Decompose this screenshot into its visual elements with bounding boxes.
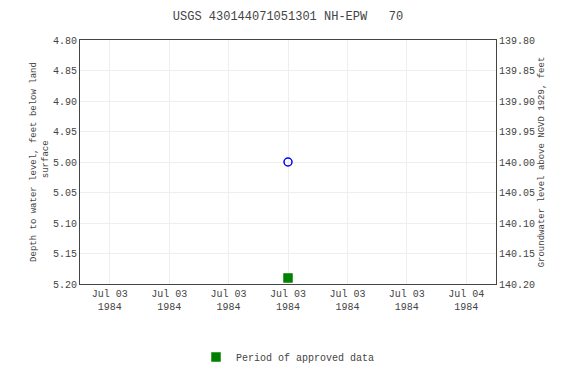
svg-text:140.15: 140.15 [499, 249, 535, 260]
svg-text:Jul 031984: Jul 031984 [329, 289, 365, 313]
svg-text:5.10: 5.10 [53, 219, 77, 230]
svg-text:USGS 430144071051301 NH-EPW: USGS 430144071051301 NH-EPW 70 [173, 10, 403, 24]
svg-text:Depth to water level, feet bel: Depth to water level, feet below land su… [29, 62, 51, 262]
svg-text:Period of approved data: Period of approved data [236, 353, 374, 364]
svg-text:4.80: 4.80 [53, 36, 77, 47]
svg-text:Jul 031984: Jul 031984 [92, 289, 128, 313]
svg-text:4.90: 4.90 [53, 97, 77, 108]
svg-text:Groundwater level above NGVD 1: Groundwater level above NGVD 1929, feet [537, 57, 547, 268]
svg-text:5.05: 5.05 [53, 188, 77, 199]
svg-text:140.20: 140.20 [499, 280, 535, 291]
svg-text:140.05: 140.05 [499, 188, 535, 199]
svg-text:5.15: 5.15 [53, 249, 77, 260]
svg-text:139.80: 139.80 [499, 36, 535, 47]
svg-text:Jul 041984: Jul 041984 [448, 289, 484, 313]
svg-text:4.85: 4.85 [53, 66, 77, 77]
svg-text:139.90: 139.90 [499, 97, 535, 108]
svg-text:139.95: 139.95 [499, 127, 535, 138]
svg-text:5.20: 5.20 [53, 280, 77, 291]
svg-text:4.95: 4.95 [53, 127, 77, 138]
svg-text:Jul 031984: Jul 031984 [389, 289, 425, 313]
svg-text:Jul 031984: Jul 031984 [151, 289, 187, 313]
svg-text:Jul 031984: Jul 031984 [270, 289, 306, 313]
svg-text:5.00: 5.00 [53, 158, 77, 169]
svg-text:140.00: 140.00 [499, 158, 535, 169]
svg-text:140.10: 140.10 [499, 219, 535, 230]
svg-text:139.85: 139.85 [499, 66, 535, 77]
svg-text:Jul 031984: Jul 031984 [211, 289, 247, 313]
